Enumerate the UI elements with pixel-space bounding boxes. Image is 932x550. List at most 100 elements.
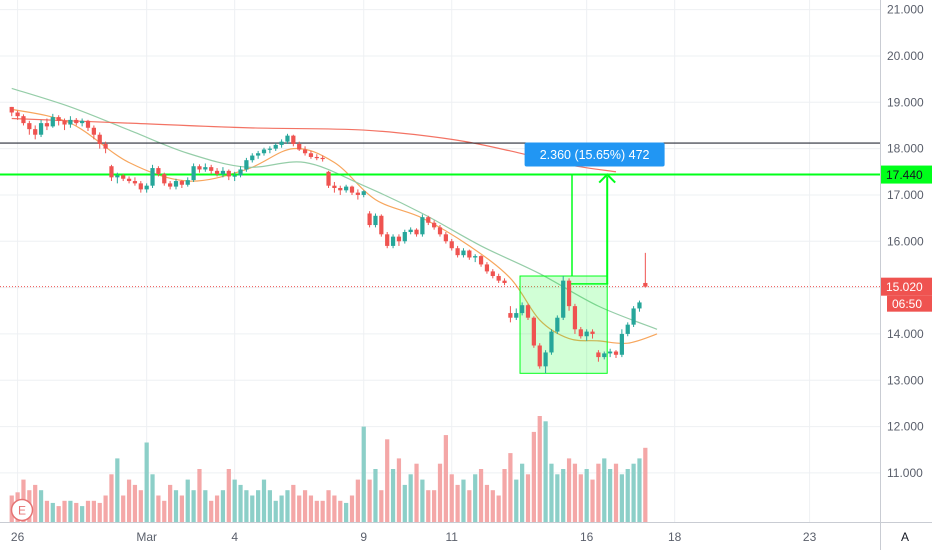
candle-body (85, 120, 91, 128)
volume-bar (85, 500, 91, 522)
volume-bar (525, 474, 531, 522)
volume-bar (437, 463, 443, 522)
candle-body (115, 175, 120, 178)
price-range-measure[interactable]: 2.360 (15.65%) 472 (519, 142, 665, 374)
measure-arrow-head (598, 173, 616, 184)
candle-body (297, 143, 302, 150)
volume-bar (520, 463, 525, 522)
volume-bar (138, 490, 143, 522)
x-tick-label: 18 (668, 530, 682, 544)
candle-body (525, 305, 531, 318)
events-marker[interactable]: E (10, 498, 34, 522)
candle-body (508, 313, 513, 318)
volume-bar (561, 469, 566, 522)
candle-body (62, 120, 67, 125)
candle-body (56, 117, 61, 121)
candle-body (273, 144, 278, 149)
candle-body (490, 271, 495, 277)
volume-bar (314, 500, 319, 522)
candle-body (637, 302, 642, 309)
candle-body (619, 333, 624, 355)
volume-bar (332, 495, 337, 522)
volume-bar (74, 502, 79, 522)
volume-bar (302, 490, 308, 522)
volume-bar (256, 490, 261, 522)
candle-body (332, 185, 337, 188)
volume-bar (426, 490, 431, 522)
volume-bar (220, 490, 226, 522)
x-tick-label: 26 (11, 530, 25, 544)
axis-badges: 17.440 15.020 06:50 (881, 165, 932, 312)
candle-body (484, 264, 490, 272)
volume-bar (291, 484, 296, 522)
volume-bar (50, 502, 55, 522)
volume-bar (467, 490, 472, 522)
candle-body (308, 153, 314, 157)
volume-bar (537, 416, 542, 522)
candle-body (596, 352, 601, 358)
volume-bar (572, 463, 578, 522)
y-tick-label: 14.000 (887, 327, 924, 341)
volume-bar (150, 474, 155, 522)
volume-bar (478, 469, 484, 522)
volume-bar (285, 490, 290, 522)
volume-bar (408, 474, 413, 522)
volume-bar (297, 495, 302, 522)
y-tick-label: 21.000 (887, 3, 924, 17)
volume-bar (555, 474, 560, 522)
volume-bar (502, 469, 507, 522)
target-price-badge-text: 17.440 (886, 168, 923, 182)
candle-body (197, 166, 202, 170)
volume-bar (191, 490, 196, 522)
auto-scale-button[interactable]: A (901, 530, 909, 544)
candle-body (150, 168, 155, 186)
horizontal-lines[interactable] (0, 142, 880, 288)
candle-body (209, 167, 214, 171)
volume-bar (578, 474, 583, 522)
candle-body (643, 282, 648, 287)
candle-body (584, 331, 589, 337)
candlesticks (9, 106, 648, 374)
candle-body (473, 256, 478, 258)
candle-body (126, 178, 132, 182)
x-tick-label: 11 (445, 530, 458, 544)
volume-bar (97, 502, 102, 522)
candle-body (467, 250, 472, 258)
volume-bar (373, 469, 378, 522)
y-tick-label: 17.000 (887, 188, 924, 202)
candle-body (326, 171, 331, 186)
candle-body (602, 353, 607, 358)
volume-bar (443, 435, 448, 522)
candle-body (502, 280, 507, 283)
candle-body (590, 331, 595, 334)
candle-body (91, 127, 96, 135)
volume-bar (232, 479, 237, 522)
candle-body (355, 192, 360, 195)
candle-body (156, 168, 161, 175)
volume-bar (344, 502, 349, 522)
volume-bar (637, 458, 642, 522)
candle-body (185, 180, 190, 185)
volume-bar (566, 458, 572, 522)
events-marker-circle (10, 498, 34, 522)
volume-bar (508, 453, 513, 522)
volume-bar (226, 469, 231, 522)
volume-bar (514, 479, 519, 522)
candle-body (443, 234, 448, 242)
volume-bar (396, 458, 402, 522)
volume-bar (38, 490, 44, 522)
candle-body (121, 175, 126, 179)
volume-bar (326, 490, 331, 522)
candle-body (367, 213, 372, 226)
volume-bar (385, 439, 390, 522)
last-price-badge-text: 15.020 (886, 280, 923, 294)
y-tick-label: 18.000 (887, 142, 924, 156)
extras[interactable]: EA (10, 498, 910, 545)
candle-body (33, 129, 38, 135)
volume-bar (168, 484, 173, 522)
y-tick-label: 13.000 (887, 373, 924, 387)
y-tick-label: 12.000 (887, 420, 924, 434)
candle-body (572, 306, 578, 330)
